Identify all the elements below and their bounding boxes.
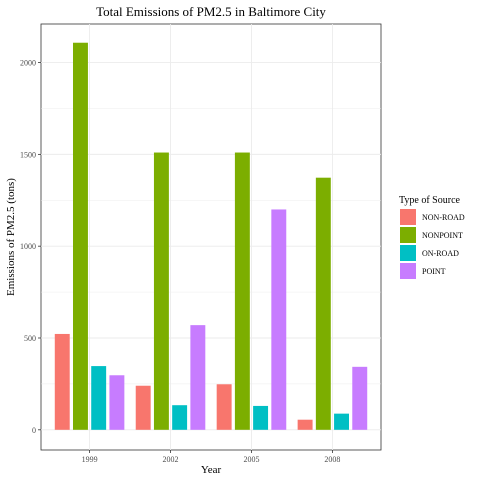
bar-on-road-2008	[334, 413, 350, 430]
legend-label-point: POINT	[422, 267, 446, 276]
bar-on-road-1999	[91, 366, 107, 430]
y-tick-label: 1500	[20, 150, 36, 159]
x-tick-label: 2002	[163, 455, 179, 464]
plot-area	[40, 23, 382, 451]
bar-non-road-2002	[135, 385, 151, 430]
bar-non-road-1999	[54, 333, 70, 430]
legend-label-nonpoint: NONPOINT	[422, 231, 463, 240]
bar-nonpoint-2008	[315, 177, 331, 430]
chart-title: Total Emissions of PM2.5 in Baltimore Ci…	[96, 4, 326, 19]
bar-point-2005	[271, 209, 287, 430]
x-axis-title: Year	[201, 464, 222, 476]
legend-items: NON-ROAD NONPOINT ON-ROAD POINT	[400, 209, 465, 279]
y-tick-label: 1000	[20, 242, 36, 251]
x-axis: 1999 2002 2005 2008	[82, 450, 340, 464]
bar-on-road-2002	[172, 405, 188, 430]
x-tick-label: 1999	[82, 455, 98, 464]
y-tick-label: 2000	[20, 59, 36, 68]
bar-on-road-2005	[253, 405, 269, 430]
bar-non-road-2008	[297, 419, 313, 430]
bar-point-2008	[352, 366, 368, 430]
x-tick-label: 2008	[324, 455, 340, 464]
x-tick-label: 2005	[243, 455, 259, 464]
bar-nonpoint-1999	[72, 42, 88, 430]
legend-swatch-non-road	[400, 209, 416, 225]
y-axis: 0 500 1000 1500 2000	[20, 59, 41, 435]
y-tick-label: 500	[24, 334, 36, 343]
legend-swatch-nonpoint	[400, 227, 416, 243]
legend: Type of Source NON-ROAD NONPOINT ON-ROAD PO…	[399, 195, 465, 279]
legend-swatch-on-road	[400, 245, 416, 261]
legend-swatch-point	[400, 263, 416, 279]
legend-title: Type of Source	[399, 195, 461, 206]
y-tick-label: 0	[32, 426, 36, 435]
bar-nonpoint-2002	[153, 152, 169, 430]
bar-non-road-2005	[216, 384, 232, 430]
bar-nonpoint-2005	[234, 152, 250, 430]
bars	[54, 42, 368, 430]
y-axis-title: Emissions of PM2.5 (tons)	[5, 178, 17, 296]
bar-point-2002	[190, 325, 206, 430]
legend-label-non-road: NON-ROAD	[422, 213, 465, 222]
legend-label-on-road: ON-ROAD	[422, 249, 459, 258]
bar-point-1999	[109, 375, 125, 430]
